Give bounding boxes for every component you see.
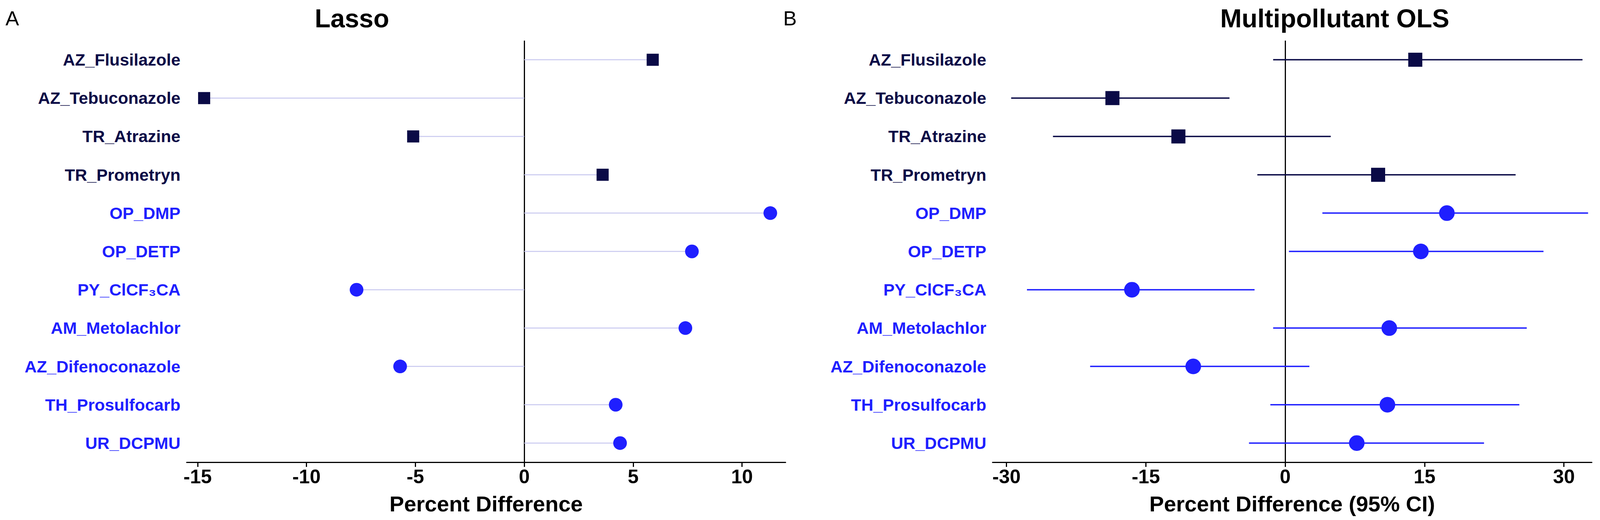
svg-text:10: 10 [731, 466, 754, 488]
svg-text:TR_Prometryn: TR_Prometryn [870, 165, 987, 185]
svg-text:-30: -30 [992, 466, 1021, 488]
svg-text:0: 0 [518, 466, 530, 488]
svg-text:PY_ClCF₃CA: PY_ClCF₃CA [883, 280, 987, 300]
svg-text:-5: -5 [406, 466, 424, 488]
svg-text:Lasso: Lasso [314, 3, 390, 33]
svg-text:TR_Atrazine: TR_Atrazine [82, 126, 181, 146]
svg-text:5: 5 [627, 466, 639, 488]
svg-text:OP_DETP: OP_DETP [101, 242, 181, 261]
svg-text:-10: -10 [292, 466, 321, 488]
svg-text:30: 30 [1553, 466, 1575, 488]
svg-text:AZ_Flusilazole: AZ_Flusilazole [62, 50, 181, 70]
svg-text:PY_ClCF₃CA: PY_ClCF₃CA [77, 280, 181, 300]
svg-text:AM_Metolachlor: AM_Metolachlor [50, 318, 181, 338]
svg-text:-15: -15 [183, 466, 212, 488]
svg-text:AZ_Difenoconazole: AZ_Difenoconazole [24, 357, 181, 377]
svg-text:OP_DETP: OP_DETP [907, 242, 987, 261]
svg-text:TR_Prometryn: TR_Prometryn [64, 165, 181, 185]
svg-text:Percent Difference: Percent Difference [389, 491, 583, 517]
svg-text:0: 0 [1279, 466, 1291, 488]
svg-text:-15: -15 [1131, 466, 1160, 488]
svg-text:UR_DCPMU: UR_DCPMU [85, 433, 181, 453]
svg-text:TR_Atrazine: TR_Atrazine [888, 126, 987, 146]
svg-text:15: 15 [1413, 466, 1436, 488]
svg-text:OP_DMP: OP_DMP [109, 203, 181, 223]
svg-text:Multipollutant OLS: Multipollutant OLS [1220, 3, 1450, 33]
svg-text:B: B [783, 7, 797, 30]
svg-text:AZ_Tebuconazole: AZ_Tebuconazole [37, 88, 181, 108]
svg-text:AZ_Difenoconazole: AZ_Difenoconazole [830, 357, 987, 377]
svg-text:AZ_Tebuconazole: AZ_Tebuconazole [843, 88, 987, 108]
svg-text:OP_DMP: OP_DMP [915, 203, 987, 223]
svg-text:Percent Difference (95% CI): Percent Difference (95% CI) [1149, 491, 1435, 517]
svg-text:A: A [5, 7, 20, 30]
svg-text:UR_DCPMU: UR_DCPMU [891, 433, 987, 453]
svg-text:TH_Prosulfocarb: TH_Prosulfocarb [45, 395, 181, 415]
svg-text:AM_Metolachlor: AM_Metolachlor [856, 318, 987, 338]
svg-text:TH_Prosulfocarb: TH_Prosulfocarb [851, 395, 987, 415]
svg-text:AZ_Flusilazole: AZ_Flusilazole [868, 50, 987, 70]
